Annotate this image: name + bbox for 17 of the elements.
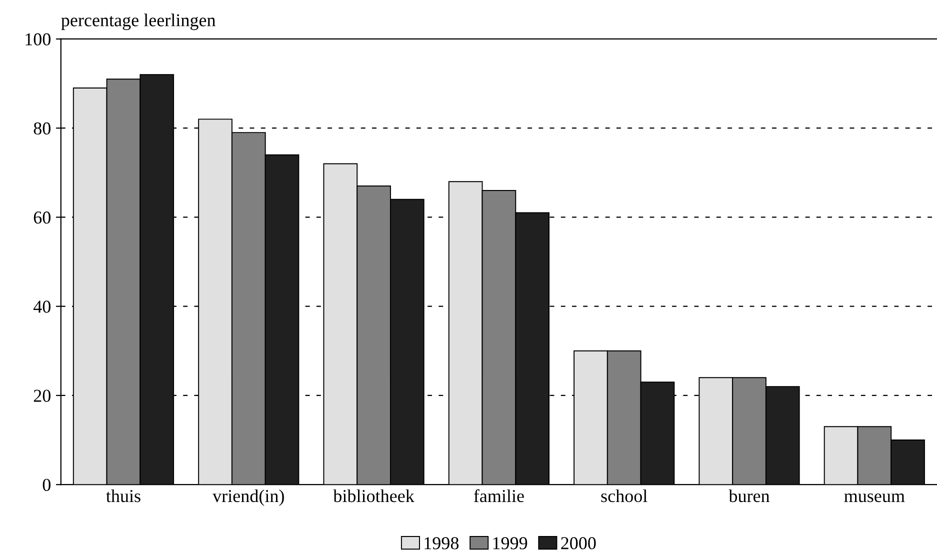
y-tick-label: 0 xyxy=(42,478,50,492)
y-tick-label: 60 xyxy=(34,211,50,224)
x-tick-label: thuis xyxy=(106,489,140,502)
x-tick-label: buren xyxy=(728,489,770,502)
legend-label: 2000 xyxy=(561,537,596,550)
y-tick-label: 40 xyxy=(33,300,50,313)
x-tick-label: vriend(in) xyxy=(212,489,284,506)
y-axis-title: percentage leerlingen xyxy=(61,14,216,30)
y-tick-label: 100 xyxy=(26,33,50,46)
legend-label: 1999 xyxy=(493,537,528,550)
legend-label: 1998 xyxy=(424,537,459,550)
x-tick-label: familie xyxy=(474,489,524,502)
x-tick-label: bibliotheek xyxy=(333,489,414,502)
x-tick-label: school xyxy=(601,489,648,502)
x-tick-label: museum xyxy=(844,493,905,502)
y-tick-label: 20 xyxy=(34,390,50,402)
y-tick-label: 80 xyxy=(34,122,50,135)
